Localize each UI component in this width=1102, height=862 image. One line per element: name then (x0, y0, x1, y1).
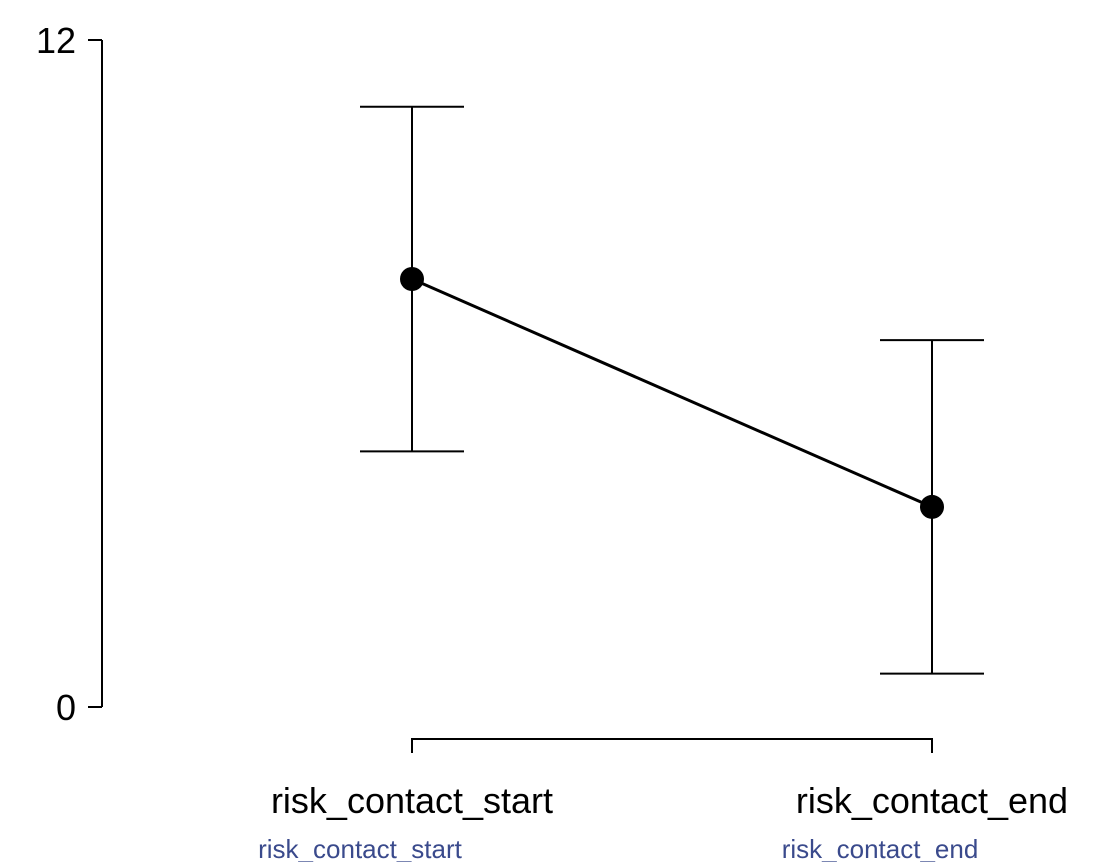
x-category-labels: risk_contact_start risk_contact_end (271, 780, 1068, 821)
data-point (400, 267, 424, 292)
x-category-sublabels: risk_contact_start risk_contact_end (258, 834, 978, 862)
x-category-sublabel: risk_contact_start (258, 834, 463, 862)
error-bars (360, 105, 984, 675)
x-category-sublabel: risk_contact_end (782, 834, 979, 862)
series-line (411, 277, 933, 509)
x-category-label: risk_contact_start (271, 780, 553, 821)
data-points (400, 267, 944, 519)
y-axis: 0 12 (36, 20, 103, 728)
y-tick-label: 0 (56, 687, 76, 728)
x-category-label: risk_contact_end (796, 780, 1068, 821)
y-tick-label: 12 (36, 20, 76, 61)
x-axis (411, 738, 933, 753)
data-point (920, 494, 944, 519)
x-axis-bracket (411, 738, 933, 753)
series-lines (411, 277, 933, 509)
